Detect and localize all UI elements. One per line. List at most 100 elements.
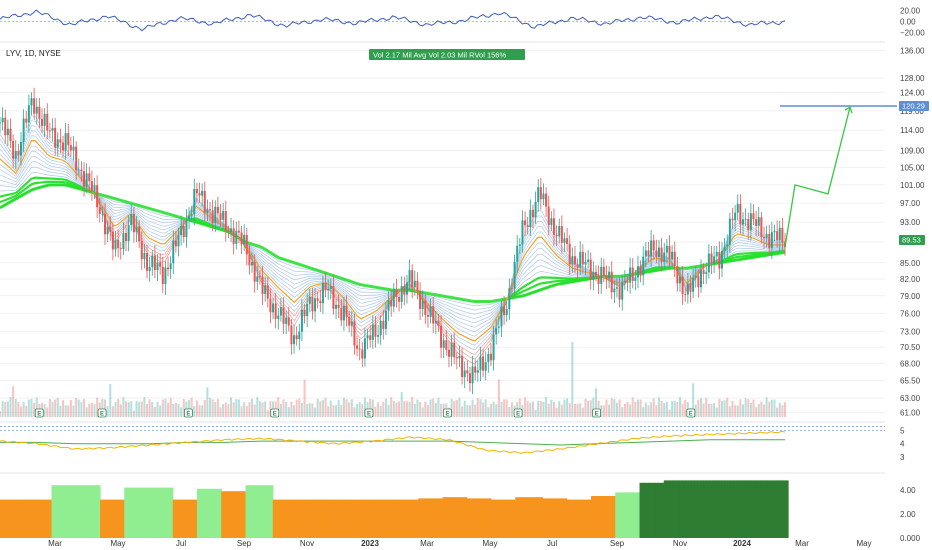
volume-bar [660,401,663,417]
candle-body [689,283,692,292]
volume-bar [697,399,700,417]
volume-bar [387,404,390,417]
earnings-marker[interactable]: E [686,408,696,418]
histogram-bar [157,487,162,538]
volume-bar [702,403,705,417]
candle-body [279,307,282,316]
histogram-bar [375,499,380,538]
candle [398,289,401,312]
candle-body [468,373,471,384]
candle [542,183,545,205]
candle [75,141,78,181]
candle-body [437,320,440,326]
candle [429,298,432,324]
price-axis[interactable]: 20.000.00−20.00136.00128.00124.00119.001… [900,7,925,544]
earnings-label: E [689,412,693,418]
candle-body [723,246,726,251]
candle [594,265,597,282]
ribbon-band [0,161,95,194]
ribbon-band [239,239,405,328]
candle [778,220,781,252]
volume-bar [295,399,298,417]
histogram-bar [466,498,471,538]
histogram-bar [684,480,689,538]
candle-body [109,226,112,232]
candle [0,117,1,134]
time-tick-label: 2024 [733,539,751,548]
candle-body [408,270,411,283]
histogram-bar [600,496,604,538]
histogram-bar [581,499,586,538]
candle [185,209,188,248]
volume-bar [615,402,618,417]
candle-body [253,261,256,282]
candle [587,249,590,269]
candle [424,294,427,324]
time-axis[interactable]: Mar May Jul Sep Nov 2023 Mar May Jul Sep Nov 2024 Ma… [48,539,871,548]
histogram-bar [181,499,186,538]
volume-bar [227,404,230,417]
ribbon-band [419,293,511,319]
candle [266,276,269,308]
candle [458,345,461,368]
candle-body [529,209,532,227]
candle-body [235,230,238,244]
candle-body [264,285,267,295]
earnings-marker[interactable]: E [364,408,374,418]
candle [400,276,403,309]
candle-body [295,335,298,340]
candle [726,234,729,258]
ribbon-band [0,166,95,194]
candle-body [636,266,639,278]
ribbon-band [0,150,95,195]
candle [634,269,637,291]
histogram-bar [700,480,704,538]
histogram-bar [27,499,31,538]
ribbon-band [239,238,405,304]
time-tick-label: Mar [420,539,434,548]
candle [114,231,117,257]
volume-bar [587,401,590,417]
histogram-bar [63,485,68,538]
ribbon-band [419,293,511,328]
earnings-marker[interactable]: E [34,408,44,418]
candle [710,245,713,275]
volume-bar [93,404,96,417]
histogram-bar [133,487,137,538]
oscillator-tick-label: −20.00 [900,29,925,38]
candle [182,220,185,243]
candle-body [450,342,453,357]
candle [287,306,290,332]
histogram-bar [333,499,338,538]
candle-body [48,130,51,132]
candle-body [521,220,524,245]
earnings-marker[interactable]: E [592,408,601,418]
candle [358,338,361,361]
volume-bar [463,400,466,417]
earnings-marker[interactable]: E [513,408,523,418]
earnings-marker[interactable]: E [183,408,193,418]
candle [316,291,319,309]
histogram-tick-label: 0.000 [900,534,921,543]
volume-bar [707,403,710,417]
earnings-marker[interactable]: E [443,408,452,418]
volume-bar [626,401,629,417]
histogram-bar [166,487,171,538]
earnings-marker[interactable]: E [97,408,107,418]
volume-bar [432,398,435,417]
candle [101,206,104,222]
histogram-bar [436,498,441,538]
candle [547,195,550,236]
time-tick-label: Nov [300,539,314,548]
volume-bar [623,403,626,417]
candle [684,288,687,302]
time-tick-label: Mar [48,539,62,548]
histogram-bar [691,480,695,538]
volume-bar [705,398,708,417]
volume-bar [581,407,584,417]
earnings-marker[interactable]: E [270,408,280,418]
candle-body [663,252,666,263]
candle-body [419,290,422,310]
candle [356,335,359,357]
